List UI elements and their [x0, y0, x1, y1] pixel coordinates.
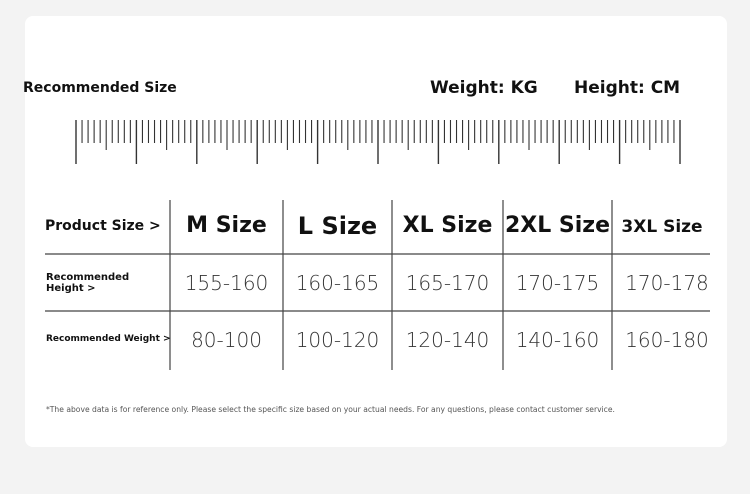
row-label-weight: Recommended Weight >	[46, 334, 171, 344]
ruler	[75, 120, 681, 164]
weight-value-m: 80-100	[191, 328, 262, 352]
table-grid	[45, 200, 710, 370]
product-size-label: Product Size >	[45, 218, 161, 234]
footnote: *The above data is for reference only. P…	[46, 405, 615, 414]
height-value-xl: 165-170	[405, 271, 490, 295]
weight-value-3xl: 160-180	[625, 328, 709, 352]
size-header-3xl: 3XL Size	[621, 217, 703, 237]
size-chart-card	[25, 16, 727, 447]
height-value-3xl: 170-178	[625, 271, 709, 295]
size-header-xl: XL Size	[402, 213, 493, 238]
height-value-2xl: 170-175	[515, 271, 600, 295]
weight-value-l: 100-120	[295, 328, 380, 352]
weight-value-2xl: 140-160	[515, 328, 600, 352]
size-header-2xl: 2XL Size	[504, 213, 611, 238]
size-header-m: M Size	[186, 213, 267, 238]
height-value-m: 155-160	[184, 271, 269, 295]
chart-title: Recommended Size	[23, 80, 177, 96]
weight-value-xl: 120-140	[405, 328, 490, 352]
row-label-height: Recommended Height >	[46, 272, 130, 294]
weight-unit-label: Weight: KG	[430, 78, 538, 98]
height-unit-label: Height: CM	[574, 78, 681, 98]
height-value-l: 160-165	[295, 271, 380, 295]
size-header-l: L Size	[297, 212, 378, 240]
